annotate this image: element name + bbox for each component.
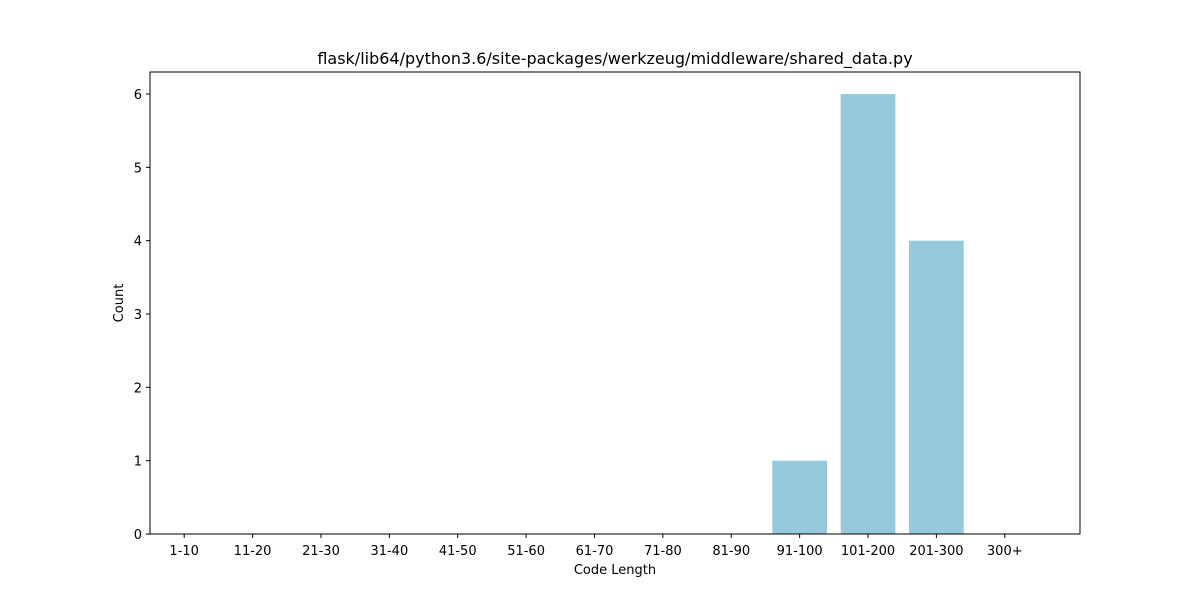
plot-frame: [149, 71, 1081, 535]
bars-layer: [772, 94, 964, 534]
x-tick-label: 201-300: [909, 544, 963, 559]
chart-title: flask/lib64/python3.6/site-packages/werk…: [317, 49, 912, 69]
y-tick-label: 1: [134, 455, 142, 470]
x-tick-label: 21-30: [302, 544, 340, 559]
x-tick-label: 91-100: [777, 544, 823, 559]
bar-201-300: [909, 240, 964, 534]
x-tick-label: 51-60: [507, 544, 545, 559]
y-tick-label: 5: [134, 161, 142, 176]
x-tick-label: 101-200: [841, 544, 895, 559]
x-tick-label: 81-90: [712, 544, 750, 559]
x-tick-label: 61-70: [576, 544, 614, 559]
bar-101-200: [840, 94, 896, 534]
x-tick-label: 31-40: [370, 544, 408, 559]
y-tick-label: 3: [134, 308, 142, 323]
x-tick-label: 1-10: [169, 544, 199, 559]
y-tick-label: 6: [134, 88, 142, 103]
x-tick-label: 71-80: [644, 544, 682, 559]
y-axis: 0 1 2 3 4 5 6: [134, 88, 150, 543]
x-axis: 1-10 11-20 21-30 31-40 41-50 51-60 61-70 71-80 8…: [169, 534, 1023, 559]
y-tick-label: 2: [134, 381, 142, 396]
x-axis-label: Code Length: [574, 563, 656, 578]
y-axis-label: Count: [112, 284, 127, 323]
bar-91-100: [772, 460, 827, 534]
x-tick-label: 11-20: [234, 544, 272, 559]
x-tick-label: 300+: [987, 544, 1023, 559]
x-tick-label: 41-50: [439, 544, 477, 559]
y-tick-label: 4: [134, 235, 142, 250]
y-tick-label: 0: [134, 528, 142, 543]
